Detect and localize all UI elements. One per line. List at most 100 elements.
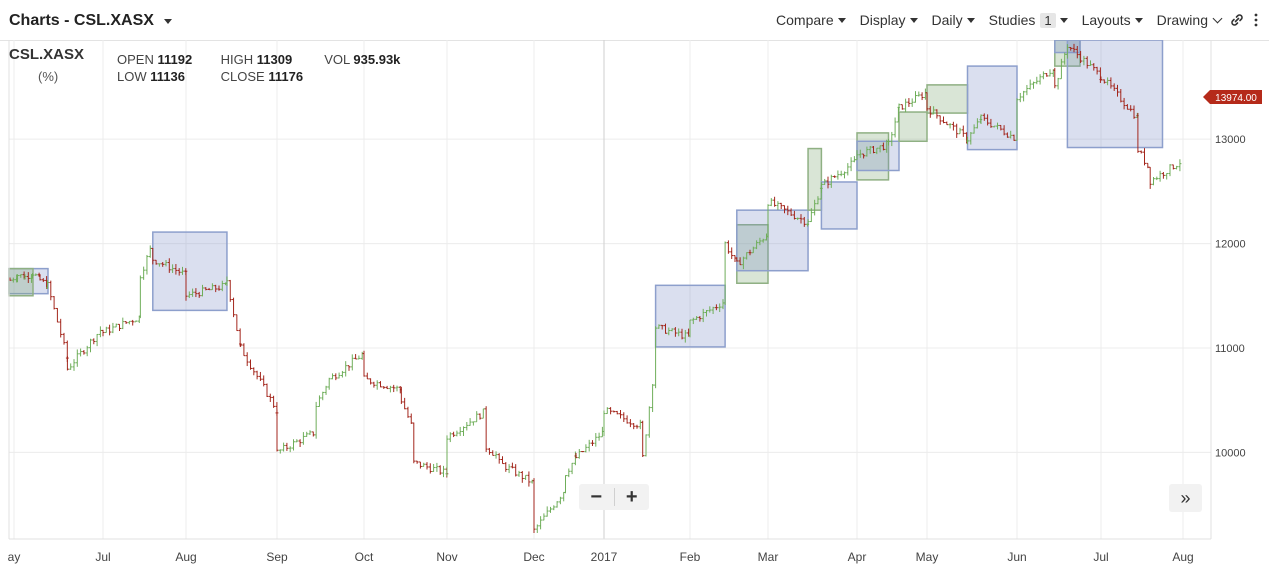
ohlc-bar [799,214,803,224]
ohlc-bar [49,280,53,301]
caret-down-icon [837,17,846,23]
ohlc-bar [819,182,823,193]
ohlc-bar [85,345,89,357]
y-tick-label: 10000 [1215,447,1246,459]
y-tick-label: 11000 [1215,343,1245,355]
ohlc-bar [478,413,482,420]
ohlc-bar [735,257,739,262]
ohlc-bar [31,273,34,279]
ohlc-bar [98,326,102,338]
zoom-controls: − + [579,484,649,510]
ohlc-bar [1038,74,1042,85]
ohlc-bar [298,439,302,447]
symbol-label: CSL.XASX [9,46,85,63]
ohlc-bar [365,372,369,380]
ohlc-bar [295,439,299,443]
ohlc-bar [878,145,882,153]
ohlc-bar [552,505,556,511]
ohlc-bar [89,338,92,353]
ohlc-bar [399,386,403,404]
ohlc-bar [1002,125,1006,136]
ohlc-bar [16,274,19,283]
ohlc-bar [1005,132,1009,138]
ohlc-bar [1075,45,1079,59]
ohlc-bar [220,280,224,292]
ohlc-bar [148,245,152,258]
ohlc-bar [688,319,692,338]
ohlc-bar [369,378,373,385]
ohlc-bar [95,333,99,347]
ohlc-bar [570,462,574,475]
periodicity-menu[interactable]: Daily [932,12,975,28]
ohlc-bar [232,297,236,318]
ohlc-bar [1119,88,1123,103]
ohlc-bar [142,266,146,280]
study-box [820,181,858,230]
ohlc-bar [910,98,914,107]
studies-menu[interactable]: Studies 1 [989,12,1068,28]
ohlc-bar [252,367,256,376]
ohlc-bar [395,385,399,392]
zoom-in-button[interactable]: + [625,485,638,508]
ohlc-bar [268,393,272,402]
display-menu[interactable]: Display [860,12,918,28]
ohlc-bar [996,122,999,130]
ohlc-bar [1116,84,1119,97]
layouts-menu[interactable]: Layouts [1082,12,1143,28]
ohlc-bar [11,277,15,283]
ohlc-bar [581,451,585,453]
ohlc-bar [683,329,687,343]
ohlc-bar [197,291,201,298]
ohlc-bar [151,247,155,265]
price-chart[interactable]: 10000 11000 12000 13000 ay Jul Aug Sep Oct Nov Dec… [0,40,1269,575]
ohlc-bar [641,420,645,458]
ohlc-bar [809,208,813,223]
ohlc-bar [455,430,459,437]
ohlc-bar [562,491,566,502]
ohlc-bar [723,241,727,306]
ohlc-bar [786,205,790,216]
ohlc-bar [62,332,66,345]
ohlc-bar [748,249,752,256]
ohlc-bar [881,142,885,151]
ohlc-bar [278,449,282,454]
ohlc-bar [475,411,479,423]
ohlc-bar [766,204,770,238]
drawing-menu[interactable]: Drawing [1157,12,1223,28]
ohlc-bar [591,440,594,446]
ohlc-bar [134,320,138,323]
ohlc-bar [154,259,158,265]
chart-axes: 10000 11000 12000 13000 ay Jul Aug Sep Oct Nov Dec… [8,40,1246,564]
ohlc-bar [670,328,674,332]
ohlc-bar [1136,112,1140,153]
ohlc-bar [647,406,651,438]
x-tick-label: Aug [175,550,196,564]
ohlc-bar [1035,76,1039,85]
ohlc-bars [8,43,1182,533]
ohlc-bar [317,395,321,407]
ohlc-bar [705,310,708,317]
open-label: OPEN [117,52,154,67]
fast-forward-button[interactable]: » [1169,484,1202,512]
ohlc-bar [23,274,27,280]
more-vertical-icon[interactable] [1253,13,1259,27]
ohlc-bar [111,322,115,334]
ohlc-bar [539,516,543,530]
ohlc-bar [1022,90,1026,102]
ohlc-bar [986,114,990,126]
ohlc-bar [121,317,125,330]
ohlc-bar [468,418,472,426]
ohlc-bar [875,147,879,155]
compare-menu[interactable]: Compare [776,12,846,28]
chart-title-dropdown[interactable]: Charts - CSL.XASX [9,12,172,30]
ohlc-bar [327,377,331,390]
ohlc-bar [1018,92,1022,103]
zoom-out-button[interactable]: − [590,485,603,508]
ohlc-bar [1045,73,1049,77]
ohlc-bar [331,373,334,380]
ohlc-bar [418,461,422,469]
ohlc-bar [157,263,161,267]
ohlc-bar [425,462,429,470]
ohlc-bar [1056,77,1060,90]
link-icon[interactable] [1229,12,1245,28]
